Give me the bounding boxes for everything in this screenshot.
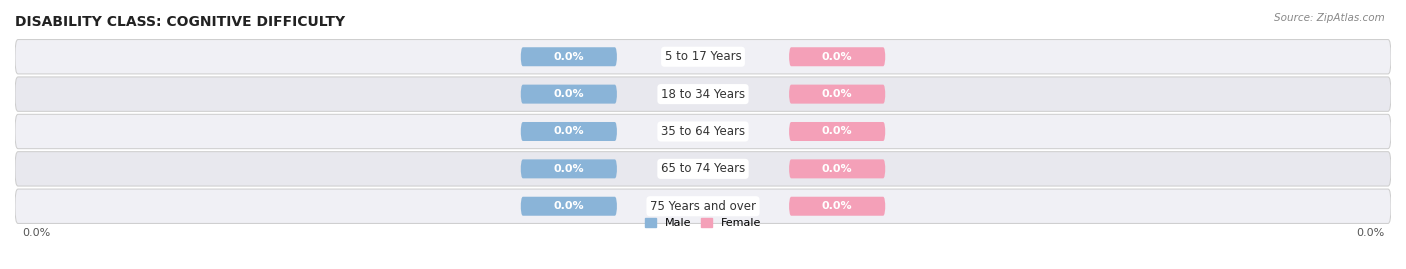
Text: 0.0%: 0.0% — [22, 228, 51, 238]
FancyBboxPatch shape — [520, 197, 617, 216]
Text: 75 Years and over: 75 Years and over — [650, 200, 756, 213]
Text: DISABILITY CLASS: COGNITIVE DIFFICULTY: DISABILITY CLASS: COGNITIVE DIFFICULTY — [15, 15, 344, 29]
FancyBboxPatch shape — [520, 122, 617, 141]
Text: 0.0%: 0.0% — [823, 89, 852, 99]
Text: 0.0%: 0.0% — [554, 52, 583, 62]
Text: 0.0%: 0.0% — [1355, 228, 1384, 238]
Text: 0.0%: 0.0% — [554, 201, 583, 211]
FancyBboxPatch shape — [789, 197, 886, 216]
Text: Source: ZipAtlas.com: Source: ZipAtlas.com — [1274, 13, 1385, 23]
Text: 0.0%: 0.0% — [823, 201, 852, 211]
FancyBboxPatch shape — [789, 159, 886, 178]
Text: 0.0%: 0.0% — [554, 89, 583, 99]
Text: 5 to 17 Years: 5 to 17 Years — [665, 50, 741, 63]
Text: 0.0%: 0.0% — [554, 126, 583, 136]
FancyBboxPatch shape — [15, 40, 1391, 74]
Text: 18 to 34 Years: 18 to 34 Years — [661, 88, 745, 101]
FancyBboxPatch shape — [520, 85, 617, 104]
Text: 0.0%: 0.0% — [554, 164, 583, 174]
Text: 35 to 64 Years: 35 to 64 Years — [661, 125, 745, 138]
FancyBboxPatch shape — [789, 85, 886, 104]
Text: 0.0%: 0.0% — [823, 52, 852, 62]
Legend: Male, Female: Male, Female — [641, 214, 765, 233]
FancyBboxPatch shape — [15, 77, 1391, 111]
FancyBboxPatch shape — [15, 114, 1391, 149]
Text: 0.0%: 0.0% — [823, 126, 852, 136]
FancyBboxPatch shape — [520, 159, 617, 178]
Text: 65 to 74 Years: 65 to 74 Years — [661, 162, 745, 175]
FancyBboxPatch shape — [15, 189, 1391, 224]
Text: 0.0%: 0.0% — [823, 164, 852, 174]
FancyBboxPatch shape — [789, 47, 886, 66]
FancyBboxPatch shape — [789, 122, 886, 141]
FancyBboxPatch shape — [520, 47, 617, 66]
FancyBboxPatch shape — [15, 152, 1391, 186]
